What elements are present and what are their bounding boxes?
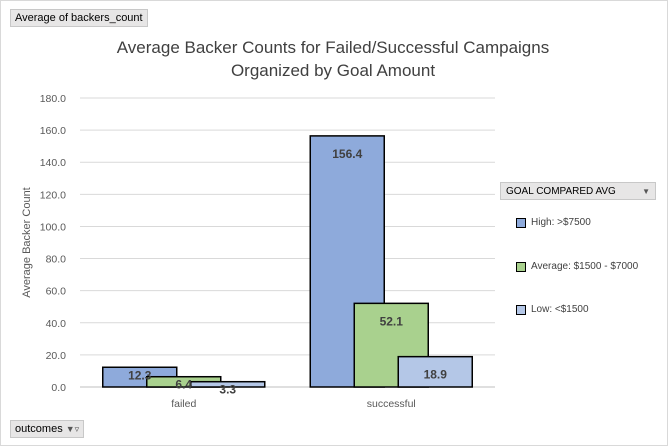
x-tick-label: successful: [367, 398, 416, 410]
y-tick-label: 160.0: [40, 125, 66, 137]
y-tick-label: 140.0: [40, 157, 66, 169]
values-field-button[interactable]: Average of backers_count: [10, 9, 148, 27]
y-tick-label: 20.0: [46, 350, 67, 362]
y-tick-label: 80.0: [46, 254, 67, 266]
legend-label-high: High: >$7500: [531, 217, 591, 228]
y-tick-label: 120.0: [40, 189, 66, 201]
data-label: 6.4: [175, 378, 192, 392]
bar: [397, 355, 473, 388]
y-tick-label: 60.0: [46, 286, 67, 298]
chart-title: Average Backer Counts for Failed/Success…: [90, 36, 576, 82]
legend-item-average: Average: $1500 - $7000: [516, 261, 638, 272]
axis-field-button[interactable]: outcomes ▼▿: [10, 420, 85, 438]
y-axis-label: Average Backer Count: [21, 187, 33, 297]
legend-swatch-average: [516, 261, 526, 272]
chart-title-line-1: Average Backer Counts for Failed/Success…: [116, 38, 550, 57]
y-tick-label: 180.0: [40, 93, 66, 105]
y-tick-label: 40.0: [46, 318, 67, 330]
data-label: 52.1: [380, 314, 404, 328]
filter-dropdown-icon[interactable]: ▼▿: [65, 424, 80, 434]
values-field-label: Average of backers_count: [15, 12, 143, 24]
dropdown-arrow-icon[interactable]: ▼: [642, 186, 650, 196]
legend-item-low: Low: <$1500: [516, 304, 589, 315]
bar: [190, 380, 266, 388]
data-label: 156.4: [332, 147, 362, 161]
data-label: 3.3: [219, 383, 236, 397]
x-tick-label: failed: [171, 398, 196, 410]
data-label: 12.3: [128, 368, 152, 382]
y-tick-label: 0.0: [51, 382, 66, 394]
legend-label-low: Low: <$1500: [531, 304, 589, 315]
data-label: 18.9: [424, 368, 448, 382]
legend-label-average: Average: $1500 - $7000: [531, 261, 639, 272]
axis-field-label: outcomes: [15, 423, 63, 435]
legend-swatch-low: [516, 304, 526, 315]
legend-swatch-high: [516, 217, 526, 228]
legend-item-high: High: >$7500: [516, 217, 591, 228]
legend-field-button[interactable]: GOAL COMPARED AVG ▼: [500, 182, 656, 200]
legend-field-label: GOAL COMPARED AVG: [506, 185, 616, 197]
chart-title-line-2: Organized by Goal Amount: [230, 61, 436, 80]
y-tick-label: 100.0: [40, 221, 66, 233]
